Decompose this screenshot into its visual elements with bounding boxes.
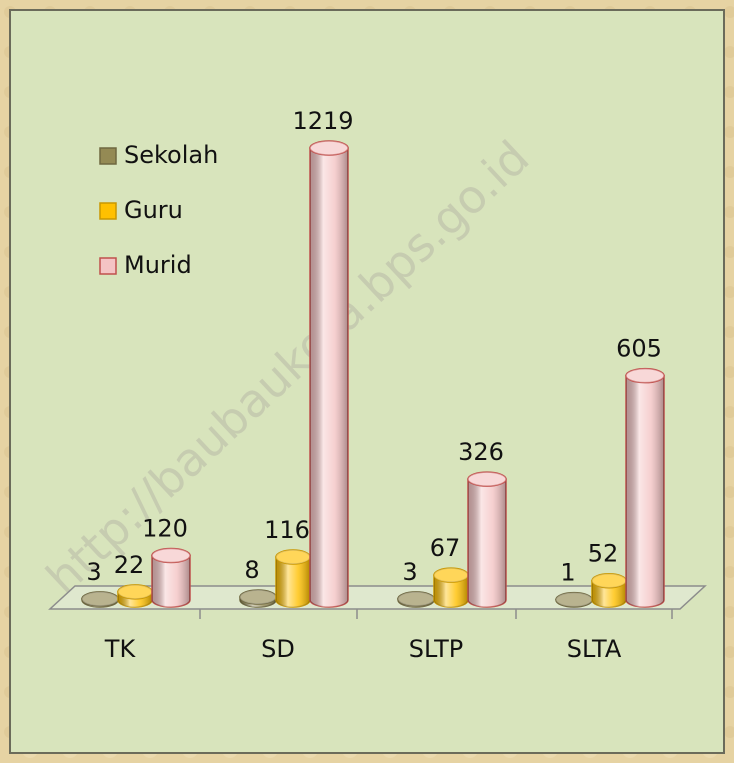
cylinder-shine	[468, 479, 506, 607]
data-label: 605	[616, 335, 662, 363]
data-label: 22	[114, 551, 145, 579]
cylinder	[309, 140, 349, 608]
x-tick-label: SD	[261, 635, 295, 663]
cylinder-top-shine	[398, 591, 434, 606]
data-label: 326	[458, 438, 504, 466]
data-label: 1	[560, 559, 575, 587]
legend-label: Murid	[124, 251, 192, 279]
data-label: 52	[588, 540, 619, 568]
cylinder	[397, 591, 435, 608]
data-label: 1219	[292, 107, 353, 135]
cylinder-top	[467, 471, 507, 487]
legend-label: Sekolah	[124, 141, 218, 169]
x-tick-label: SLTA	[567, 635, 622, 663]
cylinder-top	[625, 367, 665, 384]
x-tick-label: TK	[104, 635, 137, 663]
data-label: 3	[402, 558, 417, 586]
cylinder	[275, 549, 311, 608]
data-label: 8	[244, 556, 259, 584]
cylinder-top-shine	[310, 141, 348, 155]
cylinder-top	[151, 547, 191, 564]
cylinder-shine	[152, 555, 190, 607]
data-label: 120	[142, 515, 188, 543]
cylinder-top-shine	[556, 592, 592, 607]
cylinder	[625, 367, 665, 608]
legend-swatch	[99, 202, 117, 220]
cylinder	[433, 567, 469, 608]
plot-panel	[9, 9, 725, 754]
cylinder-top-shine	[118, 584, 152, 599]
cylinder	[239, 589, 277, 608]
cylinder	[555, 591, 593, 608]
legend-swatch	[99, 147, 117, 165]
cylinder-top-shine	[626, 368, 664, 383]
cylinder	[467, 471, 507, 608]
legend-swatch	[99, 257, 117, 275]
legend-label: Guru	[124, 196, 183, 224]
cylinder-top-shine	[434, 568, 468, 583]
cylinder-top-shine	[152, 548, 190, 563]
cylinder-top-shine	[592, 573, 626, 588]
cylinder	[81, 591, 119, 608]
cylinder-top-shine	[240, 590, 276, 605]
cylinder	[591, 572, 627, 608]
cylinder-top-shine	[276, 549, 310, 564]
cylinder-shine	[310, 148, 348, 607]
cylinder-shine	[626, 375, 664, 607]
data-label: 67	[430, 534, 461, 562]
cylinder-shine	[276, 556, 310, 607]
data-label: 116	[264, 516, 310, 544]
x-tick-label: SLTP	[409, 635, 463, 663]
data-label: 3	[86, 558, 101, 586]
cylinder-top	[309, 140, 349, 156]
cylinder	[117, 584, 153, 608]
cylinder	[151, 547, 191, 608]
cylinder-top-shine	[82, 591, 118, 606]
cylinder-top-shine	[468, 472, 506, 487]
cylinder-shine	[434, 575, 468, 607]
